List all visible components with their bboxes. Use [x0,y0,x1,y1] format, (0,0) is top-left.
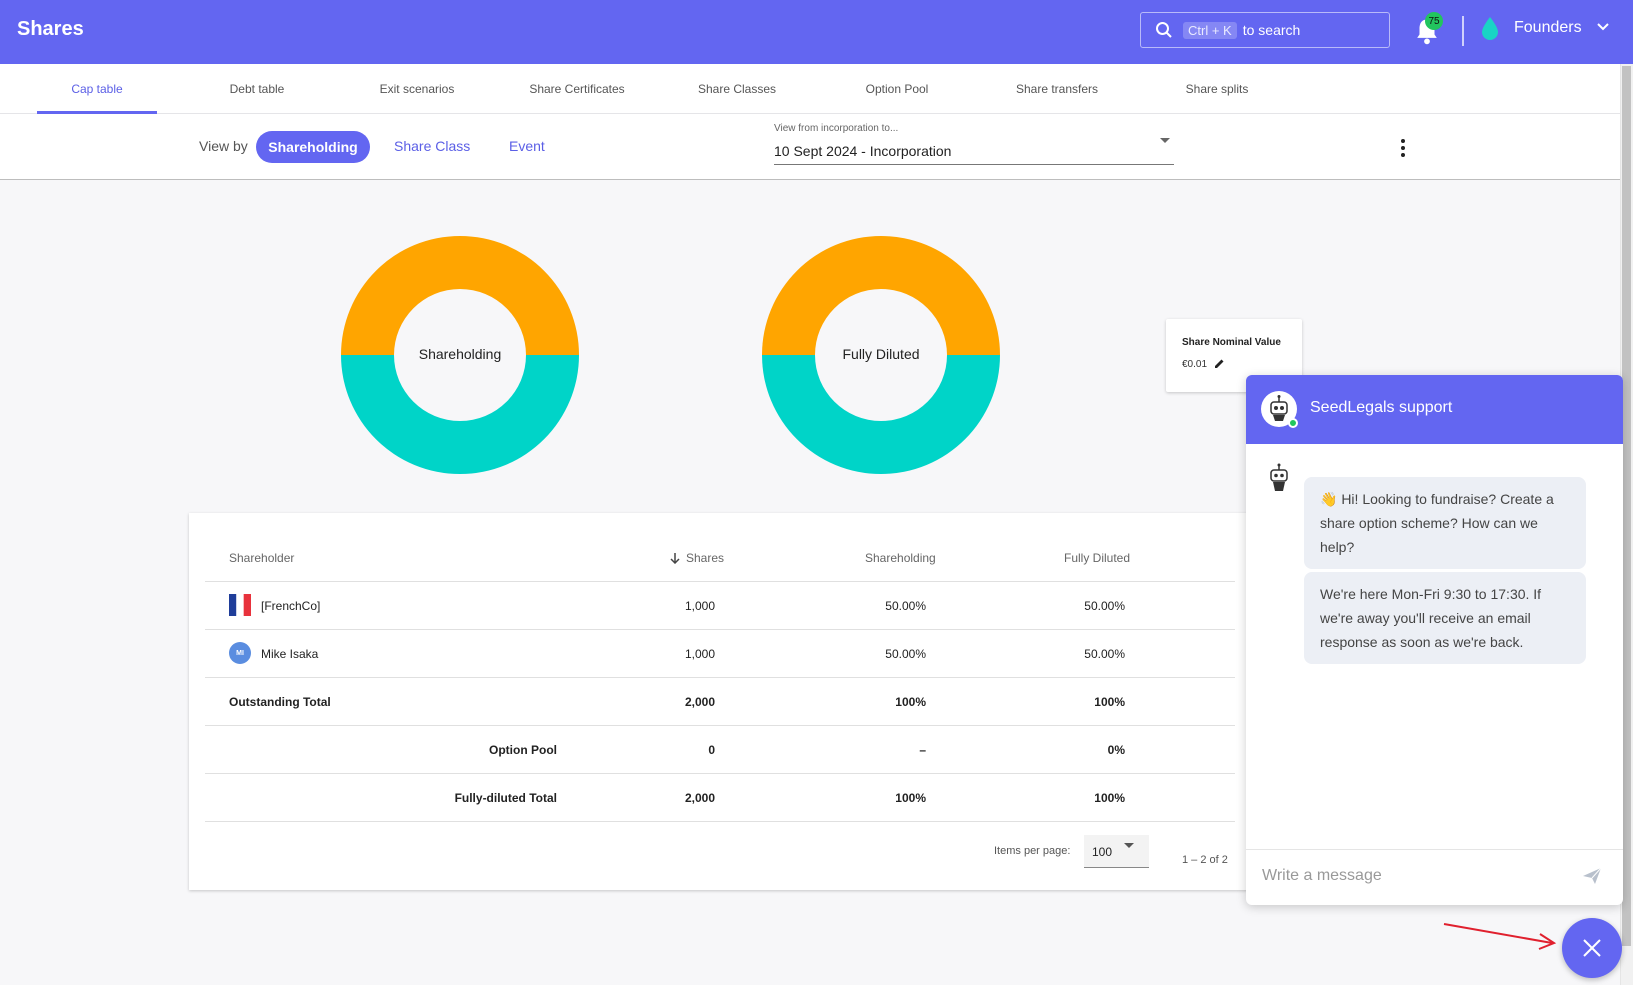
nominal-value: €0.01 [1182,359,1208,370]
shareholding-cell: 50.00% [885,599,926,613]
shareholder-name[interactable]: Mike Isaka [261,647,319,661]
support-chat-panel: SeedLegals support 👋 Hi! Looking to fund… [1246,375,1623,905]
header-divider [1462,16,1464,46]
option-pool-fully-diluted: 0% [1107,743,1125,757]
outstanding-shares: 2,000 [684,695,715,709]
view-event-button[interactable]: Event [509,138,545,154]
chat-title: SeedLegals support [1310,399,1453,416]
search-icon [1156,22,1172,38]
search-shortcut: Ctrl + K [1183,21,1237,39]
sort-arrow-down-icon[interactable] [670,552,680,564]
items-per-page-select[interactable]: 100 [1084,835,1149,868]
tab-exit-scenarios[interactable]: Exit scenarios [379,82,455,96]
fully-diluted-cell: 50.00% [1084,599,1125,613]
fully-diluted-total-fully-diluted: 100% [1094,791,1125,805]
view-shareholding-button[interactable]: Shareholding [256,131,370,163]
period-underline [774,164,1174,165]
close-icon [1583,939,1601,957]
tab-share-transfers[interactable]: Share transfers [1015,82,1099,96]
france-flag-icon [229,594,251,616]
top-header: Shares Ctrl + K to search 75 Founders [0,0,1633,64]
more-options-icon[interactable] [1400,138,1406,158]
view-share-class-button[interactable]: Share Class [394,138,471,154]
chat-input-divider [1246,849,1623,850]
shareholding-donut-chart [341,236,579,474]
page-title: Shares [17,18,84,40]
column-header-shareholding[interactable]: Shareholding [865,551,936,565]
fully-diluted-cell: 50.00% [1084,647,1125,661]
option-pool-shareholding: – [919,743,926,757]
search-input[interactable]: Ctrl + K to search [1140,12,1390,48]
view-toolbar: View by Shareholding Share Class Event V… [0,114,1620,180]
donut-segment[interactable] [341,236,579,355]
outstanding-fully-diluted: 100% [1094,695,1125,709]
row-divider [205,821,1235,822]
tab-bar: Cap table Debt table Exit scenarios Shar… [0,64,1620,114]
tab-share-classes[interactable]: Share Classes [697,82,777,96]
items-per-page-caret[interactable] [1124,843,1134,848]
send-icon[interactable] [1582,867,1602,885]
period-dropdown-caret[interactable] [1160,138,1170,143]
column-header-fully-diluted[interactable]: Fully Diluted [1064,551,1131,565]
tab-share-splits[interactable]: Share splits [1185,82,1249,96]
pagination-range: 1 – 2 of 2 [1182,854,1228,866]
option-pool-label: Option Pool [489,743,557,757]
annotation-arrow-icon [1443,923,1557,950]
chat-header: SeedLegals support [1246,375,1623,444]
tab-debt-table[interactable]: Debt table [229,82,285,96]
active-tab-indicator [37,111,157,114]
option-pool-shares: 0 [708,743,715,757]
fully-diluted-donut-chart [762,236,1000,474]
chevron-down-icon[interactable] [1596,20,1610,34]
view-by-label: View by [199,138,248,154]
drop-icon [1482,17,1498,40]
shareholding-cell: 50.00% [885,647,926,661]
tab-share-certificates[interactable]: Share Certificates [529,82,625,96]
row-divider [205,581,1235,582]
cap-table: Shareholder Shares Shareholding Fully Di… [189,513,1249,890]
tab-option-pool[interactable]: Option Pool [865,82,929,96]
company-selector[interactable]: Founders [1514,19,1582,36]
column-header-shareholder[interactable]: Shareholder [229,551,295,565]
avatar: MI [229,642,251,664]
notification-badge: 75 [1425,12,1443,30]
shareholding-donut-label: Shareholding [418,346,502,362]
robot-icon [1270,463,1288,491]
online-status-dot [1288,418,1298,428]
pencil-icon[interactable] [1214,358,1225,369]
donut-segment[interactable] [341,355,579,474]
shareholder-name[interactable]: [FrenchCo] [261,599,321,613]
shares-cell: 1,000 [684,599,715,613]
outstanding-total-label: Outstanding Total [229,695,331,709]
donut-segment[interactable] [762,355,1000,474]
fully-diluted-total-label: Fully-diluted Total [454,791,557,805]
chat-message: 👋 Hi! Looking to fundraise? Create a sha… [1304,477,1586,569]
row-divider [205,773,1235,774]
robot-icon [1270,395,1288,421]
tab-cap-table[interactable]: Cap table [71,82,123,96]
period-label: View from incorporation to... [774,123,899,134]
fully-diluted-total-shares: 2,000 [684,791,715,805]
donut-segment[interactable] [762,236,1000,355]
outstanding-shareholding: 100% [895,695,926,709]
search-placeholder: to search [1242,22,1301,38]
period-select[interactable]: 10 Sept 2024 - Incorporation [774,143,952,159]
fully-diluted-donut-label: Fully Diluted [842,346,920,362]
items-per-page-label: Items per page: [994,845,1071,857]
shares-cell: 1,000 [684,647,715,661]
close-chat-button[interactable] [1562,918,1622,978]
row-divider [205,629,1235,630]
chat-message-input[interactable]: Write a message [1262,867,1382,884]
fully-diluted-total-shareholding: 100% [895,791,926,805]
row-divider [205,725,1235,726]
column-header-shares[interactable]: Shares [686,551,725,565]
row-divider [205,677,1235,678]
nominal-value-title: Share Nominal Value [1182,337,1281,348]
chat-message: We're here Mon-Fri 9:30 to 17:30. If we'… [1304,572,1586,664]
scrollbar-thumb[interactable] [1622,66,1631,946]
